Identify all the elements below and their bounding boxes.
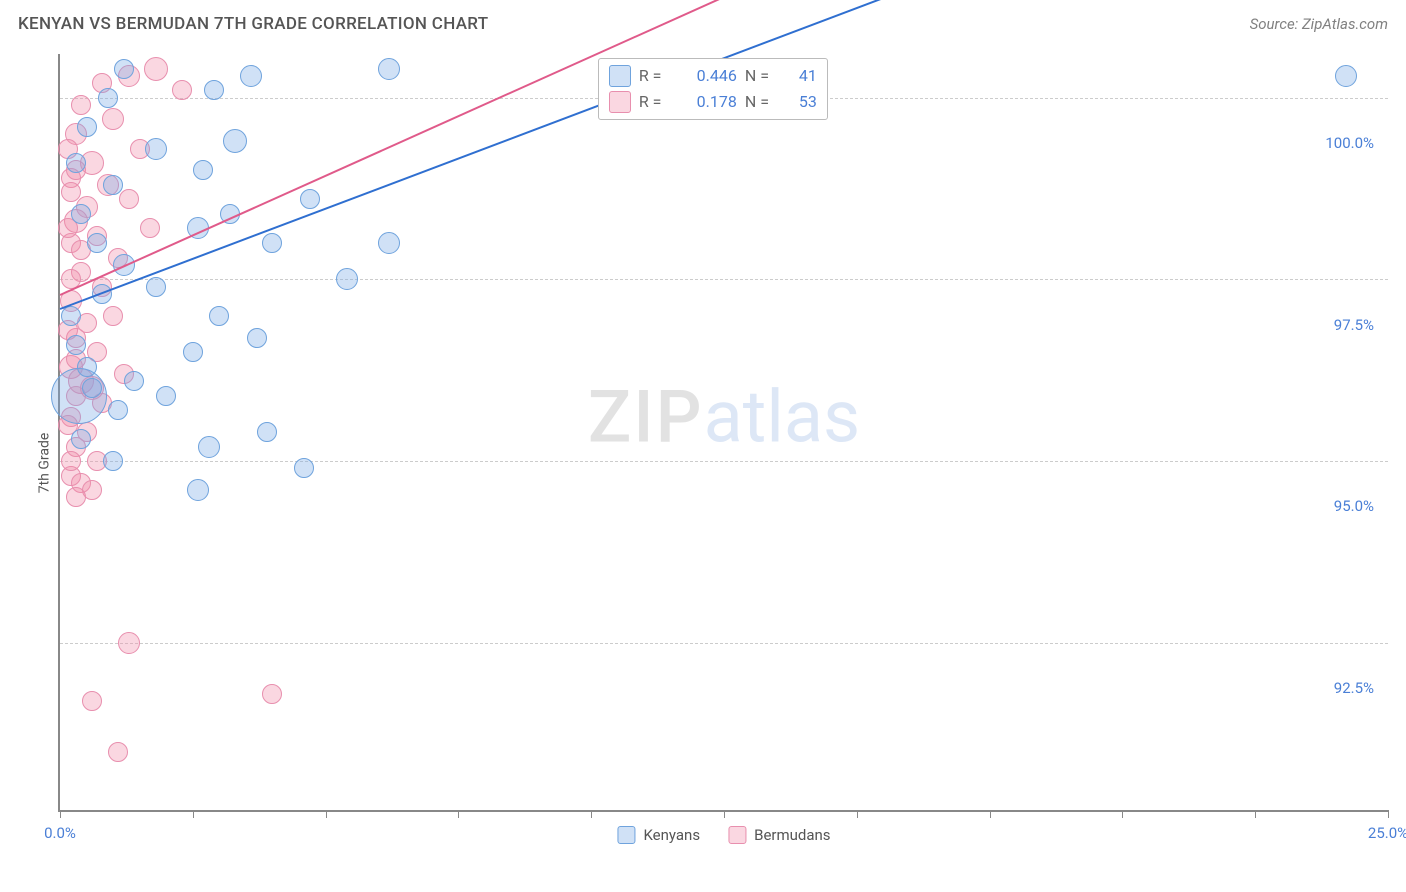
legend-r-label: R = bbox=[639, 66, 669, 85]
y-tick-label: 95.0% bbox=[1330, 497, 1378, 515]
y-tick-label: 92.5% bbox=[1330, 679, 1378, 697]
legend-n-label: N = bbox=[745, 92, 775, 111]
legend-n-value: 53 bbox=[783, 92, 817, 111]
scatter-point bbox=[103, 175, 123, 195]
chart-container: 7th Grade ZIPatlas 92.5% 95.0% 97.5% 100.0%… bbox=[18, 54, 1388, 872]
scatter-point bbox=[102, 108, 124, 130]
scatter-point bbox=[156, 386, 176, 406]
scatter-point bbox=[82, 378, 102, 398]
series-legend-item: Bermudans bbox=[728, 826, 830, 844]
legend-n-label: N = bbox=[745, 66, 775, 85]
scatter-point bbox=[66, 153, 86, 173]
scatter-point bbox=[98, 88, 118, 108]
x-tick bbox=[1388, 810, 1389, 818]
y-axis-label: 7th Grade bbox=[36, 433, 52, 494]
scatter-point bbox=[61, 182, 81, 202]
legend-r-label: R = bbox=[639, 92, 669, 111]
scatter-point bbox=[262, 684, 282, 704]
x-tick bbox=[1122, 810, 1123, 818]
scatter-point bbox=[77, 357, 97, 377]
y-tick-label: 100.0% bbox=[1321, 134, 1378, 152]
x-tick bbox=[990, 810, 991, 818]
x-tick bbox=[326, 810, 327, 818]
scatter-point bbox=[262, 233, 282, 253]
scatter-point bbox=[187, 479, 209, 501]
watermark-part2: atlas bbox=[704, 374, 861, 459]
scatter-point bbox=[378, 58, 400, 80]
scatter-point bbox=[66, 335, 86, 355]
series-legend: Kenyans Bermudans bbox=[617, 826, 830, 844]
scatter-point bbox=[183, 342, 203, 362]
x-tick bbox=[1255, 810, 1256, 818]
correlation-legend-row: R = 0.178 N = 53 bbox=[609, 89, 817, 115]
scatter-point bbox=[223, 129, 247, 153]
x-tick bbox=[60, 810, 61, 818]
scatter-point bbox=[247, 328, 267, 348]
legend-swatch bbox=[609, 65, 631, 87]
source-attribution: Source: ZipAtlas.com bbox=[1250, 15, 1388, 33]
scatter-point bbox=[114, 59, 134, 79]
y-tick-label: 97.5% bbox=[1330, 316, 1378, 334]
scatter-point bbox=[240, 65, 262, 87]
scatter-point bbox=[257, 422, 277, 442]
legend-swatch bbox=[609, 91, 631, 113]
scatter-point bbox=[140, 218, 160, 238]
scatter-point bbox=[71, 204, 91, 224]
x-tick bbox=[724, 810, 725, 818]
legend-swatch bbox=[728, 826, 746, 844]
chart-title: KENYAN VS BERMUDAN 7TH GRADE CORRELATION… bbox=[18, 14, 488, 34]
scatter-point bbox=[209, 306, 229, 326]
scatter-point bbox=[204, 80, 224, 100]
legend-r-value: 0.446 bbox=[677, 66, 737, 85]
scatter-point bbox=[103, 306, 123, 326]
watermark-part1: ZIP bbox=[588, 374, 704, 459]
x-tick bbox=[591, 810, 592, 818]
x-tick bbox=[458, 810, 459, 818]
scatter-point bbox=[145, 138, 167, 160]
trend-line bbox=[60, 0, 1389, 296]
scatter-point bbox=[77, 117, 97, 137]
scatter-point bbox=[378, 232, 400, 254]
series-legend-label: Kenyans bbox=[643, 826, 700, 844]
correlation-legend: R = 0.446 N = 41 R = 0.178 N = 53 bbox=[598, 58, 828, 120]
scatter-point bbox=[103, 451, 123, 471]
series-legend-item: Kenyans bbox=[617, 826, 700, 844]
scatter-point bbox=[124, 371, 144, 391]
x-tick bbox=[857, 810, 858, 818]
scatter-point bbox=[71, 95, 91, 115]
scatter-point bbox=[71, 429, 91, 449]
scatter-point bbox=[108, 742, 128, 762]
scatter-point bbox=[66, 487, 86, 507]
watermark: ZIPatlas bbox=[588, 374, 860, 459]
scatter-point bbox=[198, 436, 220, 458]
scatter-point bbox=[144, 57, 168, 81]
scatter-point bbox=[118, 632, 140, 654]
plot-area: ZIPatlas 92.5%95.0%97.5%100.0%0.0%25.0%R… bbox=[58, 54, 1388, 812]
gridline bbox=[60, 279, 1388, 280]
gridline bbox=[60, 643, 1388, 644]
gridline bbox=[60, 461, 1388, 462]
scatter-point bbox=[1335, 65, 1357, 87]
scatter-point bbox=[87, 233, 107, 253]
legend-n-value: 41 bbox=[783, 66, 817, 85]
legend-r-value: 0.178 bbox=[677, 92, 737, 111]
scatter-point bbox=[294, 458, 314, 478]
series-legend-label: Bermudans bbox=[754, 826, 830, 844]
scatter-point bbox=[300, 189, 320, 209]
scatter-point bbox=[146, 277, 166, 297]
x-tick-label: 0.0% bbox=[44, 824, 76, 842]
scatter-point bbox=[119, 189, 139, 209]
x-tick bbox=[193, 810, 194, 818]
x-tick-label: 25.0% bbox=[1368, 824, 1406, 842]
scatter-point bbox=[108, 400, 128, 420]
scatter-point bbox=[172, 80, 192, 100]
legend-swatch bbox=[617, 826, 635, 844]
scatter-point bbox=[82, 691, 102, 711]
scatter-point bbox=[193, 160, 213, 180]
trend-line bbox=[60, 0, 1389, 310]
scatter-point bbox=[336, 268, 358, 290]
scatter-point bbox=[61, 451, 81, 471]
correlation-legend-row: R = 0.446 N = 41 bbox=[609, 63, 817, 89]
